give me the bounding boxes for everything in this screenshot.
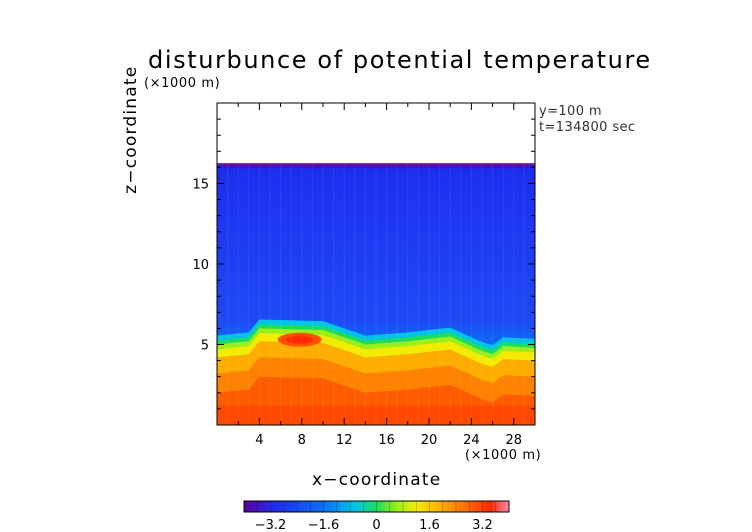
colorbar-bar <box>243 500 510 513</box>
x-tick-label: 16 <box>378 433 395 448</box>
y-tick-label: 10 <box>192 258 209 273</box>
info-time: t=134800 sec <box>539 120 636 135</box>
temperature-field <box>217 163 535 425</box>
surface-warm-layer <box>217 405 535 425</box>
x-tick-label: 20 <box>421 433 438 448</box>
x-units-label: (×1000 m) <box>465 448 542 463</box>
info-y: y=100 m <box>539 104 602 119</box>
warm-pocket-core <box>285 335 314 344</box>
x-tick-label: 12 <box>336 433 353 448</box>
y-tick-label: 15 <box>192 178 209 193</box>
axis-ticks: 4 8 12 16 20 24 28 5 10 15 <box>192 103 535 448</box>
colorbar-tick-label: 0 <box>372 518 380 532</box>
colorbar-tick-label: 3.2 <box>472 518 493 532</box>
x-axis-label: x−coordinate <box>312 470 442 490</box>
x-tick-label: 24 <box>463 433 480 448</box>
top-units-label: (×1000 m) <box>144 76 221 91</box>
colorbar-tick-label: −3.2 <box>255 518 287 532</box>
colorbar: −3.2 −1.6 0 1.6 3.2 <box>243 500 510 532</box>
x-tick-label: 8 <box>298 433 306 448</box>
y-axis-label: z−coordinate <box>120 65 141 194</box>
chart-title: disturbunce of potential temperature <box>148 46 652 74</box>
x-tick-label: 28 <box>506 433 523 448</box>
y-tick-label: 5 <box>201 339 209 354</box>
colorbar-tick-label: 1.6 <box>419 518 440 532</box>
x-tick-label: 4 <box>255 433 263 448</box>
colorbar-tick-label: −1.6 <box>308 518 340 532</box>
